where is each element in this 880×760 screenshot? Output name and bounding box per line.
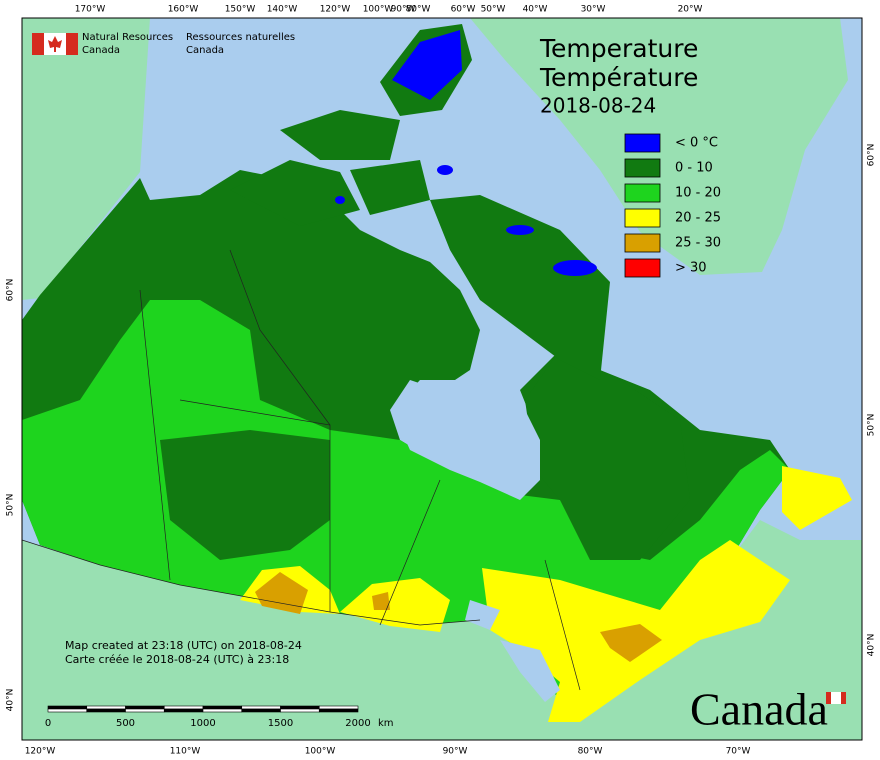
- graticule-label: 150°W: [225, 5, 256, 15]
- zone-25-30: [372, 592, 390, 610]
- zone-25-30: [600, 624, 662, 662]
- graticule-label: 50°N: [6, 494, 16, 517]
- legend-swatch: [624, 183, 661, 203]
- scale-segment: [280, 708, 320, 713]
- scale-label: 1500: [268, 718, 293, 729]
- wordmark-flag: [831, 692, 841, 704]
- legend-label: 0 - 10: [675, 161, 713, 176]
- graticule-label: 40°N: [867, 634, 877, 657]
- graticule-label: 20°W: [678, 5, 703, 15]
- island: [430, 195, 610, 380]
- graticule-label: 110°W: [170, 747, 201, 757]
- maple-leaf: [48, 36, 62, 52]
- alaska: [22, 18, 150, 300]
- note: Carte créée le 2018-08-24 (UTC) à 23:18: [65, 653, 289, 666]
- legend-label: > 30: [675, 261, 707, 276]
- ice-region: [506, 225, 534, 235]
- agency-en: Canada: [82, 45, 120, 56]
- graticule-labels: 170°W 160°W 150°W 140°W 120°W 100°W90°W80°W 60…: [6, 5, 877, 757]
- island: [230, 110, 430, 226]
- scale-bar: 0 500 1000 1500 2000 km: [45, 705, 394, 729]
- graticule-label: 90°W: [391, 5, 416, 15]
- scale-segment: [47, 708, 88, 713]
- boundaries: [21, 249, 581, 691]
- flag-bar: [66, 33, 78, 55]
- graticule-label: 80°W: [406, 5, 431, 15]
- zone-20-25: [782, 466, 852, 530]
- graticule-label: 90°W: [443, 747, 468, 757]
- graticule-label: 60°N: [867, 144, 877, 167]
- legend-label: 20 - 25: [675, 211, 721, 226]
- usa: [22, 520, 862, 740]
- scale-label: 2000: [345, 718, 370, 729]
- graticule-label: 80°W: [578, 747, 603, 757]
- ice-region: [392, 30, 462, 100]
- graticule-label: 50°W: [481, 5, 506, 15]
- zone-0-10-quebec: [525, 350, 690, 560]
- legend-swatch: [624, 258, 661, 278]
- graticule-label: 30°W: [581, 5, 606, 15]
- legend-swatch: [624, 158, 661, 178]
- flag-bar: [32, 33, 44, 55]
- ice-region: [335, 196, 345, 204]
- wordmark: Canada: [690, 684, 828, 735]
- title-en: Temperature: [539, 34, 698, 63]
- map-frame: [21, 17, 863, 741]
- scale-label: 1000: [190, 718, 215, 729]
- scale-segment: [280, 705, 320, 710]
- scale-segment: [86, 705, 126, 710]
- graticule-label: 60°N: [6, 279, 16, 302]
- scale-segment: [163, 705, 204, 710]
- graticule-label: 70°W: [726, 747, 751, 757]
- agency-en: Natural Resources: [82, 32, 173, 43]
- graticule-label: 120°W: [320, 5, 351, 15]
- map: [21, 18, 862, 740]
- great-lakes: [465, 600, 560, 702]
- graticule-label: 140°W: [267, 5, 298, 15]
- scale-segment: [318, 705, 359, 710]
- scale-unit: km: [378, 718, 394, 729]
- scale-segment: [241, 705, 281, 710]
- graticule-label: 160°W: [168, 5, 199, 15]
- scale-segment: [318, 708, 359, 713]
- graticule-label: 100°W: [305, 747, 336, 757]
- graticule-label: 60°W: [451, 5, 476, 15]
- scale-segment: [125, 708, 165, 713]
- legend-swatch: [624, 208, 661, 228]
- ice-region: [437, 165, 453, 175]
- agency-fr: Ressources naturelles: [186, 32, 295, 43]
- scale-label: 500: [116, 718, 135, 729]
- title-date: 2018-08-24: [540, 94, 656, 118]
- scale-segment: [86, 708, 126, 713]
- graticule-label: 40°W: [523, 5, 548, 15]
- scale-segment: [163, 708, 204, 713]
- zone-0-10-prairies: [160, 430, 330, 560]
- note: Map created at 23:18 (UTC) on 2018-08-24: [65, 639, 302, 652]
- title-fr: Température: [539, 63, 698, 92]
- legend-swatch: [624, 133, 661, 153]
- graticule-label: 100°W: [363, 5, 394, 15]
- scale-segment: [202, 705, 243, 710]
- scale-segment: [241, 708, 281, 713]
- scale-label: 0: [45, 718, 51, 729]
- legend: < 0 °C 0 - 10 10 - 20 20 - 25 25 - 30 > 30: [624, 133, 721, 278]
- graticule-label: 170°W: [75, 5, 106, 15]
- graticule-label: 40°N: [6, 689, 16, 712]
- graticule-label: 120°W: [25, 747, 56, 757]
- agency-fr: Canada: [186, 45, 224, 56]
- scale-segment: [47, 705, 88, 710]
- legend-label: 10 - 20: [675, 186, 721, 201]
- agency: Natural Resources Canada Ressources natu…: [32, 32, 295, 56]
- graticule-label: 50°N: [867, 414, 877, 437]
- zone-25-30: [255, 572, 308, 614]
- zone-20-25: [340, 578, 450, 632]
- scale-segment: [125, 705, 165, 710]
- hudson-bay: [392, 380, 540, 500]
- legend-label: 25 - 30: [675, 236, 721, 251]
- legend-label: < 0 °C: [675, 136, 718, 151]
- scale-segment: [202, 708, 243, 713]
- ice-region: [553, 260, 597, 276]
- legend-swatch: [624, 233, 661, 253]
